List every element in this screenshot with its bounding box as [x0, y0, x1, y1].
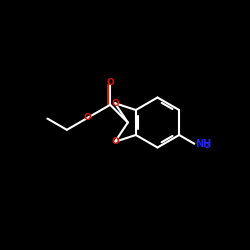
- Text: O: O: [111, 99, 119, 108]
- Text: NH: NH: [196, 139, 212, 149]
- Text: O: O: [84, 113, 91, 122]
- Text: O: O: [111, 137, 119, 146]
- Text: 2: 2: [205, 143, 210, 149]
- Text: O: O: [106, 78, 114, 87]
